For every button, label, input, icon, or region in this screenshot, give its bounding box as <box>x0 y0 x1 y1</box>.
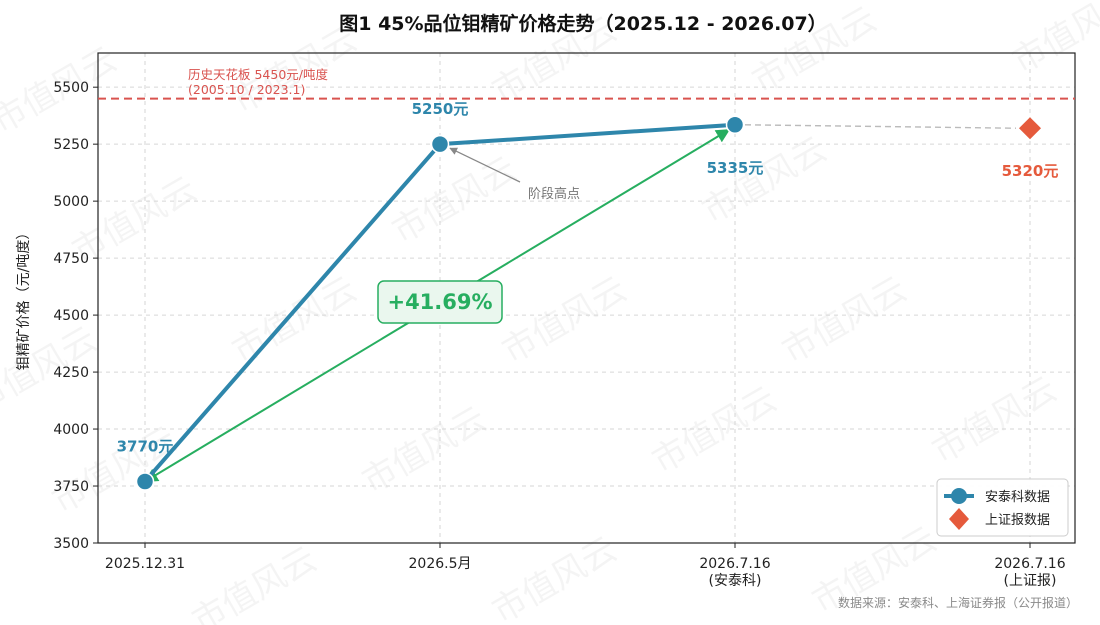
growth-label: +41.69% <box>387 290 492 314</box>
reference-layer: 历史天花板 5450元/吨度(2005.10 / 2023.1) <box>98 67 1075 100</box>
source-note: 数据来源：安泰科、上海证券报（公开报道） <box>838 595 1078 610</box>
legend-swatch-diamond <box>949 508 969 530</box>
y-tick-label: 3750 <box>53 479 89 495</box>
reference-label: 历史天花板 5450元/吨度 <box>188 67 328 82</box>
data-point[interactable] <box>430 134 450 154</box>
legend-swatch-circle <box>951 488 967 504</box>
watermark-text: 市值风云 <box>356 399 494 502</box>
x-axis: 2025.12.31 2026.5月 2026.7.16(安泰科)2026.7.16… <box>105 543 1066 589</box>
y-tick-label: 5000 <box>53 194 89 210</box>
peak-note: 阶段高点 <box>528 186 580 202</box>
data-point-diamond[interactable] <box>1019 117 1041 140</box>
x-tick-label: 2026.7.16 <box>699 556 770 572</box>
watermark-text: 市值风云 <box>186 539 324 625</box>
y-tick-label: 4500 <box>53 308 89 324</box>
chart-title: 图1 45%品位钼精矿价格走势（2025.12 - 2026.07） <box>339 12 827 35</box>
y-tick-label: 4250 <box>53 365 89 381</box>
reference-sublabel: (2005.10 / 2023.1) <box>188 82 305 97</box>
x-tick-label: 2025.12.31 <box>105 556 185 572</box>
x-tick-label: (安泰科) <box>709 573 762 589</box>
watermark-text: 市值风云 <box>496 269 634 372</box>
y-axis-label: 钼精矿价格（元/吨度） <box>16 226 32 371</box>
data-point[interactable] <box>725 115 745 135</box>
data-label: 5320元 <box>1002 162 1059 180</box>
data-label: 3770元 <box>117 437 174 455</box>
peak-arrow <box>449 147 521 183</box>
connector-line <box>744 124 1017 129</box>
watermark-text: 市值风云 <box>386 149 524 252</box>
data-label: 5250元 <box>412 100 469 118</box>
watermark-text: 市值风云 <box>646 379 784 482</box>
data-label: 5335元 <box>707 159 764 177</box>
x-tick-label: 2026.5月 <box>409 556 472 572</box>
legend-label-shangzhengbao: 上证报数据 <box>985 513 1050 528</box>
y-axis: 3500 3750 4000 4250 4500 4750 5000 5250 5500 <box>53 80 98 552</box>
y-tick-label: 5500 <box>53 80 89 96</box>
data-point[interactable] <box>135 472 155 491</box>
y-tick-label: 3500 <box>53 536 89 552</box>
y-tick-label: 4750 <box>53 251 89 267</box>
legend-label-antaike: 安泰科数据 <box>985 490 1050 505</box>
x-tick-label: (上证报) <box>1004 573 1057 589</box>
watermark-text: 市值风云 <box>926 369 1064 472</box>
plot-frame <box>97 52 1076 544</box>
x-tick-label: 2026.7.16 <box>994 556 1065 572</box>
watermark-text: 市值风云 <box>776 269 914 372</box>
legend-box <box>936 478 1069 537</box>
watermark-text: 市值风云 <box>1006 0 1100 82</box>
growth-label-box <box>377 280 503 324</box>
watermark-text: 市值风云 <box>226 269 364 372</box>
y-tick-label: 5250 <box>53 137 89 153</box>
y-tick-label: 4000 <box>53 422 89 438</box>
